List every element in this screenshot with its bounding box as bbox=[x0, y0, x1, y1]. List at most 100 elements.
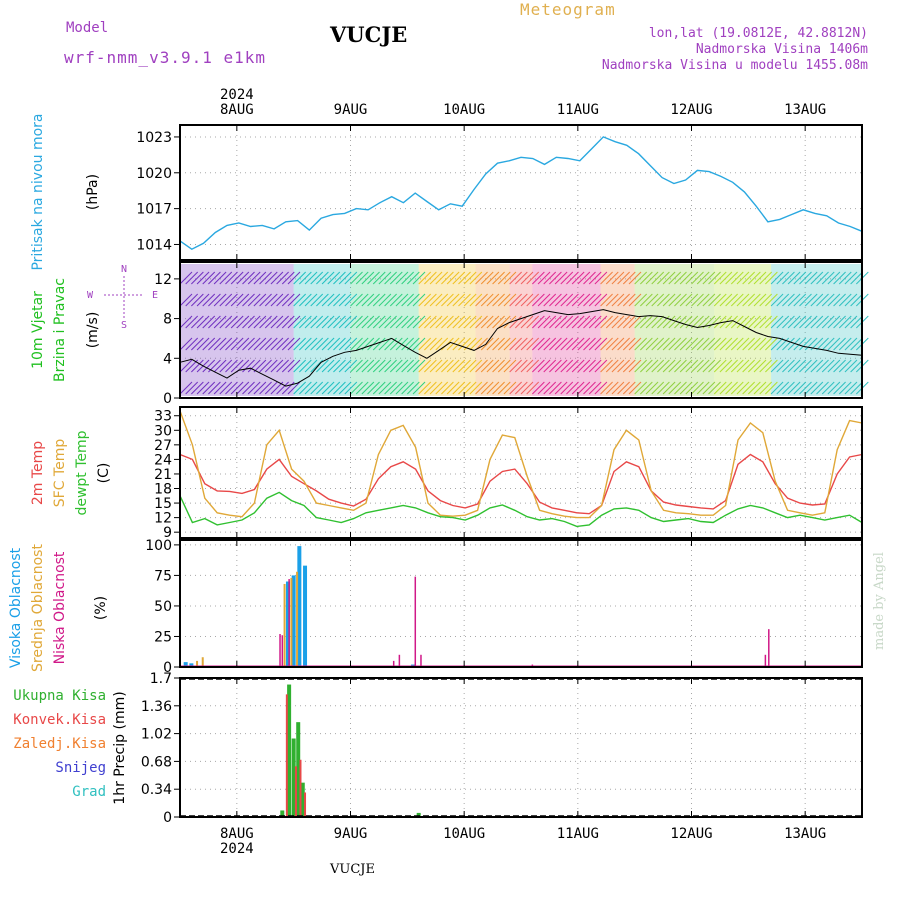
wind-barb bbox=[617, 315, 630, 329]
year-label-top: 2024 bbox=[220, 87, 254, 103]
wind-barb bbox=[281, 359, 295, 373]
wind-barb bbox=[571, 337, 585, 351]
wind-barb bbox=[787, 293, 801, 307]
wind-barb bbox=[838, 381, 852, 395]
wind-barb bbox=[492, 337, 505, 351]
wind-barb bbox=[486, 315, 500, 329]
wind-barb bbox=[452, 293, 466, 307]
wind-barb bbox=[475, 315, 488, 329]
wind-barb bbox=[452, 381, 466, 395]
wind-barb bbox=[566, 271, 579, 285]
wind-barb bbox=[549, 359, 562, 373]
wind-barb bbox=[384, 293, 397, 307]
wind-barb bbox=[543, 381, 557, 395]
wind-barb bbox=[537, 271, 551, 285]
wind-barb bbox=[480, 381, 494, 395]
wind-barb bbox=[645, 337, 659, 351]
wind-barb bbox=[441, 271, 454, 285]
wind-barb bbox=[520, 271, 534, 285]
wind-barb bbox=[270, 315, 284, 329]
wind-barb bbox=[719, 271, 733, 285]
bar bbox=[303, 565, 308, 667]
wind-barb bbox=[469, 315, 483, 329]
day-label-top: 10AUG bbox=[443, 102, 485, 118]
wind-barb bbox=[344, 315, 358, 329]
wind-barb bbox=[514, 337, 528, 351]
wind-barb bbox=[412, 381, 426, 395]
wind-barb bbox=[679, 337, 693, 351]
wind-barb bbox=[537, 381, 551, 395]
wind-barb bbox=[424, 381, 437, 395]
wind-barb bbox=[486, 337, 500, 351]
wind-barb bbox=[287, 337, 301, 351]
wind-barb bbox=[503, 337, 517, 351]
wind-barb bbox=[350, 337, 363, 351]
wind-barb bbox=[281, 293, 295, 307]
wind-barb bbox=[424, 359, 437, 373]
compass-e: E bbox=[152, 290, 158, 301]
wind-barb bbox=[742, 337, 756, 351]
wind-barb bbox=[463, 381, 477, 395]
wind-barb bbox=[361, 359, 375, 373]
wind-barb bbox=[696, 271, 710, 285]
panel-frame bbox=[179, 124, 863, 261]
panel-frame bbox=[179, 677, 863, 818]
wind-barb bbox=[264, 337, 278, 351]
wind-barb bbox=[367, 293, 380, 307]
wind-barb bbox=[702, 271, 716, 285]
wind-barb bbox=[583, 337, 596, 351]
wind-barb bbox=[549, 381, 562, 395]
wind-barb bbox=[270, 359, 284, 373]
wind-barb bbox=[208, 271, 221, 285]
precip-legend-item: Snijeg bbox=[55, 760, 106, 776]
wind-barb bbox=[298, 381, 312, 395]
panel-precipitation: 0 0.34 0.68 1.02 1.36 1.7 bbox=[141, 671, 863, 826]
wind-barb bbox=[662, 337, 676, 351]
wind-barb bbox=[378, 381, 392, 395]
wind-barb bbox=[469, 293, 483, 307]
wind-barb bbox=[321, 359, 335, 373]
wind-compass-legend: N S W E bbox=[87, 264, 158, 331]
wind-barb bbox=[799, 359, 812, 373]
wind-barb bbox=[668, 315, 682, 329]
wind-barb bbox=[611, 381, 625, 395]
wind-axis-label: 10m Vjetar bbox=[30, 291, 46, 369]
wind-barb bbox=[725, 381, 738, 395]
wind-barb bbox=[401, 315, 415, 329]
wind-barb bbox=[537, 337, 551, 351]
wind-barb bbox=[759, 359, 773, 373]
wind-barb bbox=[287, 381, 301, 395]
wind-barb bbox=[560, 381, 574, 395]
wind-barb bbox=[202, 293, 216, 307]
wind-barb bbox=[730, 315, 744, 329]
wind-barb bbox=[395, 315, 409, 329]
wind-barb bbox=[639, 381, 653, 395]
wind-barb bbox=[225, 359, 238, 373]
wind-barb bbox=[605, 315, 619, 329]
bar bbox=[183, 662, 188, 667]
wind-barb bbox=[247, 337, 261, 351]
wind-barb bbox=[225, 381, 238, 395]
series-line-1 bbox=[179, 453, 863, 515]
wind-barb bbox=[770, 271, 784, 285]
wind-barb bbox=[310, 271, 324, 285]
wind-barb bbox=[287, 293, 301, 307]
wind-barb bbox=[213, 337, 227, 351]
wind-barb bbox=[236, 315, 250, 329]
wind-barb bbox=[372, 271, 386, 285]
low-cloud-axis-label: Niska Oblacnost bbox=[52, 551, 68, 664]
wind-barb bbox=[316, 293, 329, 307]
wind-barb bbox=[696, 315, 710, 329]
wind-barb bbox=[316, 315, 329, 329]
wind-barb bbox=[441, 293, 454, 307]
wind-barb bbox=[685, 315, 699, 329]
wind-barb bbox=[418, 381, 432, 395]
wind-barb bbox=[657, 359, 670, 373]
wind-barb bbox=[816, 359, 829, 373]
wind-barb bbox=[202, 381, 216, 395]
wind-barb bbox=[372, 381, 386, 395]
bar bbox=[288, 579, 290, 667]
wind-barb bbox=[543, 359, 557, 373]
wind-barb bbox=[537, 315, 551, 329]
wind-barb bbox=[713, 381, 727, 395]
